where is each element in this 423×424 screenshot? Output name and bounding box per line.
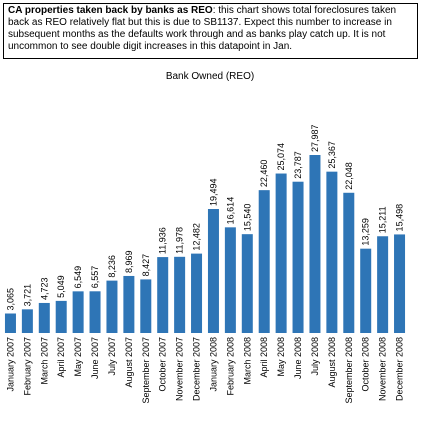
bar xyxy=(89,291,101,333)
chart-title: Bank Owned (REO) xyxy=(166,71,254,82)
value-label: 15,540 xyxy=(242,204,252,232)
value-label: 3,721 xyxy=(22,284,32,307)
annotation-text: : this chart shows total foreclosures ta… xyxy=(8,5,397,52)
x-tick-label: November 2007 xyxy=(175,337,185,401)
x-tick-label: December 2008 xyxy=(395,337,405,401)
value-label: 8,427 xyxy=(141,254,151,277)
bar xyxy=(275,173,287,333)
value-label: 6,557 xyxy=(90,266,100,289)
x-tick-label: March 2008 xyxy=(242,337,252,385)
value-label: 27,987 xyxy=(310,124,320,152)
bar xyxy=(55,300,67,333)
x-tick-label: October 2008 xyxy=(361,337,371,392)
value-label: 22,048 xyxy=(344,162,354,190)
x-tick-label: April 2008 xyxy=(259,337,269,378)
x-tick-label: August 2007 xyxy=(124,337,134,388)
value-label: 25,074 xyxy=(276,143,286,171)
bar xyxy=(140,279,152,333)
value-label: 23,787 xyxy=(293,151,303,179)
value-label: 8,236 xyxy=(107,255,117,278)
bar xyxy=(4,313,16,333)
value-label: 3,065 xyxy=(5,288,15,311)
bar xyxy=(207,209,219,333)
bar xyxy=(258,190,270,333)
bar xyxy=(377,236,389,333)
bar xyxy=(157,257,169,333)
annotation-box: CA properties taken back by banks as REO… xyxy=(3,3,418,59)
bar xyxy=(106,280,118,333)
bar xyxy=(309,155,321,333)
x-tick-label: July 2007 xyxy=(107,337,117,376)
x-tick-label: November 2008 xyxy=(378,337,388,401)
x-tick-label: August 2008 xyxy=(327,337,337,388)
bar xyxy=(123,275,135,333)
bar xyxy=(343,192,355,333)
value-label: 12,482 xyxy=(192,223,202,251)
x-tick-label: April 2007 xyxy=(56,337,66,378)
bar xyxy=(292,181,304,333)
x-tick-label: September 2007 xyxy=(141,337,151,404)
value-label: 13,259 xyxy=(361,218,371,246)
value-label: 5,049 xyxy=(56,275,66,298)
bar xyxy=(21,309,33,333)
x-tick-label: October 2007 xyxy=(158,337,168,392)
x-tick-label: May 2008 xyxy=(276,337,286,377)
value-label: 19,494 xyxy=(208,178,218,206)
bar xyxy=(174,256,186,333)
bar xyxy=(241,234,253,333)
value-label: 8,969 xyxy=(124,250,134,273)
bar xyxy=(72,291,84,333)
value-label: 4,723 xyxy=(39,277,49,300)
x-tick-label: July 2008 xyxy=(310,337,320,376)
x-tick-label: February 2008 xyxy=(225,337,235,396)
x-tick-label: May 2007 xyxy=(73,337,83,377)
value-label: 16,614 xyxy=(225,197,235,225)
x-tick-label: January 2007 xyxy=(5,337,15,392)
value-label: 11,978 xyxy=(175,227,185,254)
value-label: 22,460 xyxy=(259,160,269,188)
x-tick-label: June 2008 xyxy=(293,337,303,379)
x-tick-label: December 2007 xyxy=(192,337,202,401)
value-label: 6,549 xyxy=(73,266,83,289)
value-label: 11,936 xyxy=(158,227,168,254)
x-tick-label: March 2007 xyxy=(39,337,49,385)
value-label: 15,498 xyxy=(395,204,405,232)
bar xyxy=(326,171,338,333)
annotation-lead: CA properties taken back by banks as REO xyxy=(8,5,213,16)
x-tick-label: February 2007 xyxy=(22,337,32,396)
bar xyxy=(360,248,372,333)
bar xyxy=(394,234,406,333)
bar xyxy=(38,302,50,333)
bar xyxy=(224,227,236,333)
bar xyxy=(191,253,203,333)
value-label: 25,367 xyxy=(327,141,337,169)
x-tick-label: September 2008 xyxy=(344,337,354,404)
x-tick-label: June 2007 xyxy=(90,337,100,379)
value-label: 15,211 xyxy=(378,206,388,233)
x-tick-label: January 2008 xyxy=(208,337,218,392)
